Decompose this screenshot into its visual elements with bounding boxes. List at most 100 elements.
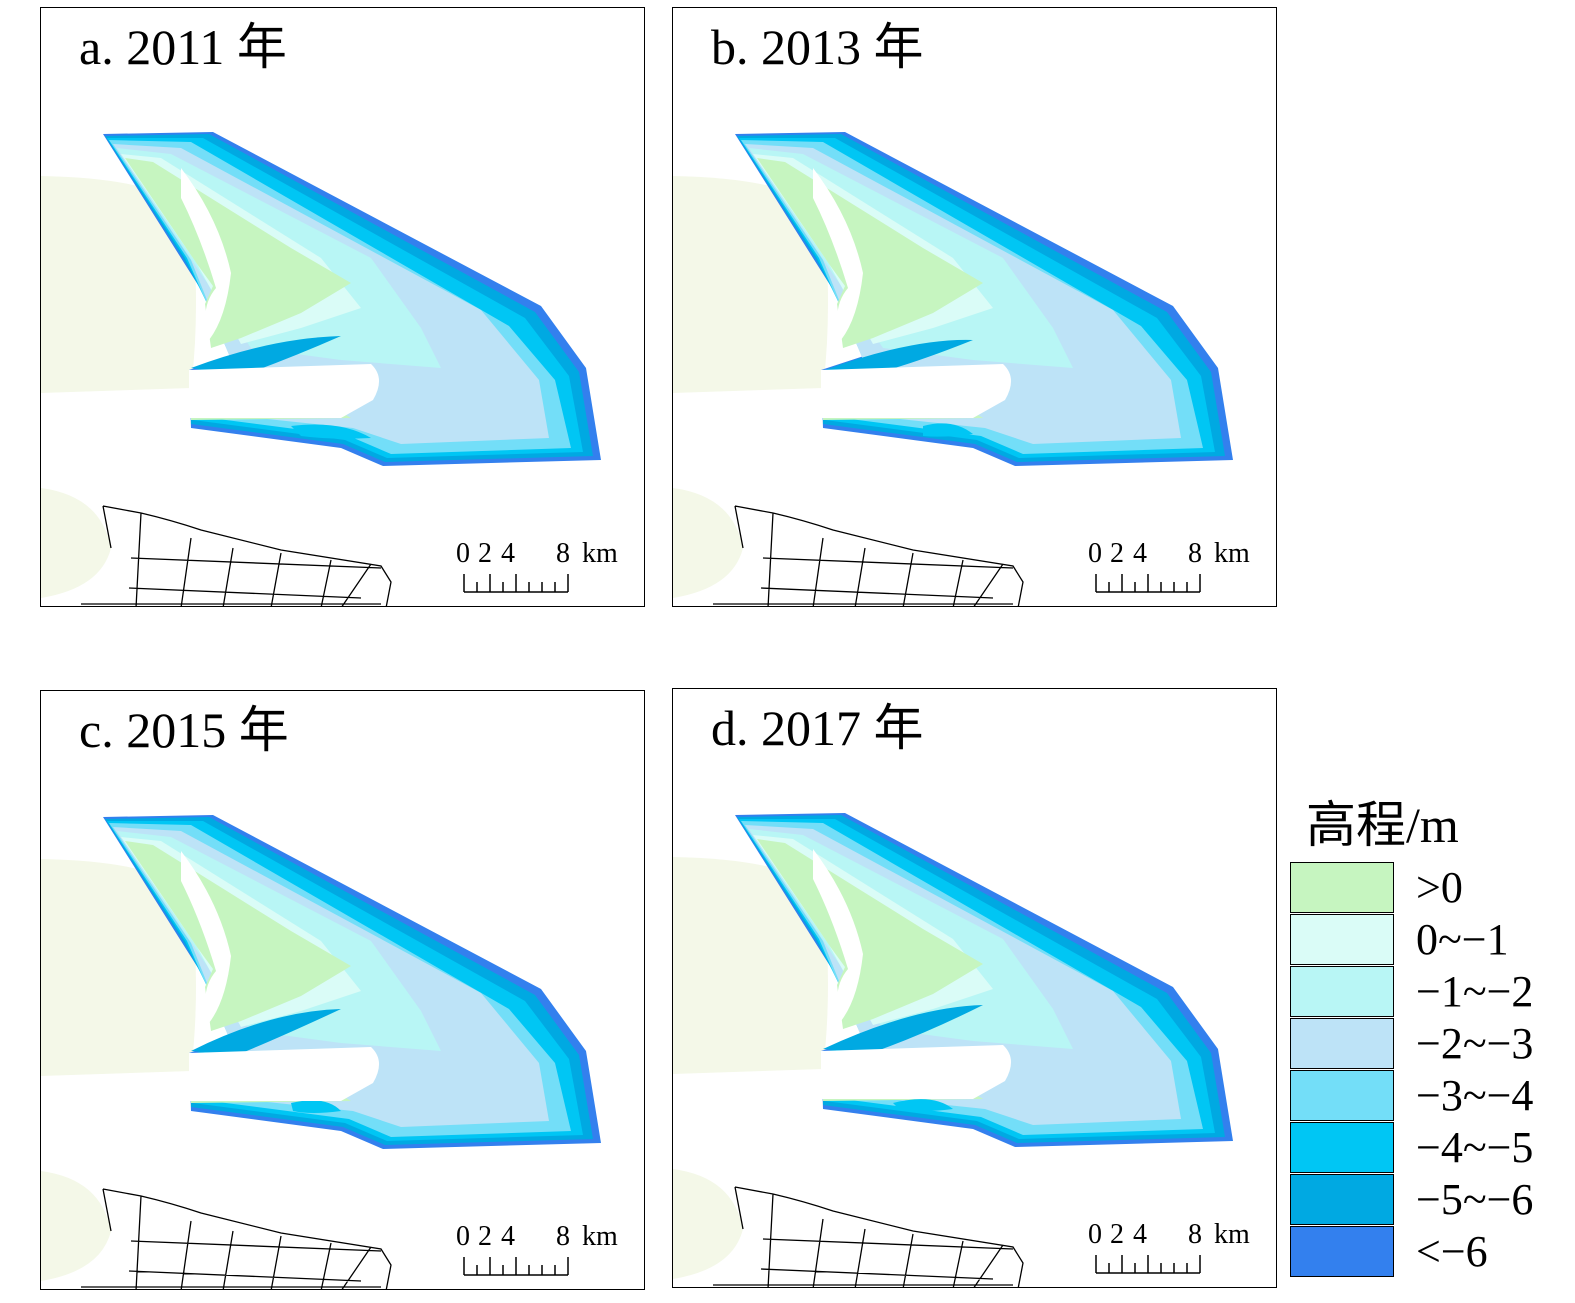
deep-trough — [923, 423, 973, 437]
legend-label: −2~−3 — [1416, 1019, 1534, 1068]
bathymetry-map — [41, 691, 601, 1289]
map-panel-a: a. 2011 年 0 2 4 8 km — [40, 7, 645, 607]
map-panel-c: c. 2015 年 0 2 4 8 km — [40, 690, 645, 1290]
deep-trough — [825, 339, 973, 374]
legend-label: −4~−5 — [1416, 1123, 1534, 1172]
land-area — [41, 176, 196, 393]
sea-area — [41, 691, 47, 831]
navigation-channel — [189, 364, 380, 418]
scale-label: 2 — [1110, 538, 1124, 569]
scale-unit: km — [1214, 538, 1250, 569]
land-area — [41, 1171, 111, 1281]
legend-item: 0~−1 — [1290, 914, 1575, 966]
land-area — [41, 859, 196, 1076]
scale-ruler — [1095, 574, 1201, 593]
bathymetry-map — [673, 689, 1233, 1287]
scale-label: 2 — [478, 1221, 492, 1252]
land-area — [673, 857, 828, 1074]
scale-label: 2 — [1110, 1219, 1124, 1250]
legend-label: −5~−6 — [1416, 1175, 1534, 1224]
map-panel-b: b. 2013 年 0 2 4 8 km — [672, 7, 1277, 607]
legend-item: <−6 — [1290, 1226, 1575, 1278]
scale-label: 4 — [1133, 538, 1147, 569]
scale-label: 0 — [456, 538, 470, 569]
island-gap — [813, 168, 863, 340]
deep-trough — [191, 336, 341, 376]
legend-swatch — [1290, 862, 1394, 913]
legend-swatch — [1290, 914, 1394, 965]
field-grid — [81, 1188, 392, 1289]
bathymetry-map — [673, 8, 1233, 606]
deep-trough — [823, 1005, 983, 1053]
land-area — [41, 488, 111, 598]
scale-ruler — [463, 574, 569, 593]
scale-label: 2 — [478, 538, 492, 569]
scale-bar: 0 2 4 8 km — [456, 540, 636, 600]
panel-title: a. 2011 年 — [79, 19, 287, 75]
legend-label: 0~−1 — [1416, 915, 1509, 964]
deep-trough — [291, 1100, 341, 1113]
legend-item: −4~−5 — [1290, 1122, 1575, 1174]
bathymetry-map — [41, 8, 601, 606]
legend-swatch — [1290, 1122, 1394, 1173]
sea-area — [41, 8, 47, 148]
shoal-above-zero — [757, 839, 983, 1029]
scale-ruler — [463, 1257, 569, 1276]
scale-unit: km — [582, 1221, 618, 1252]
scale-label: 4 — [1133, 1219, 1147, 1250]
scale-label: 8 — [556, 1221, 570, 1252]
legend-title: 高程/m — [1306, 797, 1459, 853]
navigation-channel — [821, 1045, 1012, 1099]
field-grid — [713, 505, 1024, 606]
sea-area — [673, 8, 679, 148]
legend-item: >0 — [1290, 862, 1575, 914]
legend-item: −5~−6 — [1290, 1174, 1575, 1226]
island-gap — [813, 849, 863, 1021]
legend-swatch — [1290, 1226, 1394, 1277]
panel-title: c. 2015 年 — [79, 702, 289, 758]
sea-area — [673, 689, 679, 829]
island-gap — [181, 851, 231, 1023]
legend-swatch — [1290, 966, 1394, 1017]
legend-label: −1~−2 — [1416, 967, 1534, 1016]
land-area — [673, 176, 828, 393]
panel-title: d. 2017 年 — [711, 700, 924, 756]
legend-swatch — [1290, 1174, 1394, 1225]
legend-label: <−6 — [1416, 1227, 1488, 1276]
scale-label: 0 — [1088, 1219, 1102, 1250]
scale-unit: km — [582, 538, 618, 569]
shoal-above-zero — [125, 158, 351, 348]
deep-trough — [893, 1099, 953, 1111]
land-area — [673, 488, 743, 598]
shoal-above-zero — [125, 841, 351, 1031]
legend-swatch — [1290, 1018, 1394, 1069]
deep-trough — [191, 1009, 341, 1055]
scale-label: 0 — [1088, 538, 1102, 569]
panel-title: b. 2013 年 — [711, 19, 924, 75]
scale-label: 4 — [501, 1221, 515, 1252]
scale-label: 0 — [456, 1221, 470, 1252]
legend-item: −1~−2 — [1290, 966, 1575, 1018]
scale-unit: km — [1214, 1219, 1250, 1250]
scale-ruler — [1095, 1255, 1201, 1274]
scale-label: 8 — [1188, 538, 1202, 569]
scale-label: 8 — [556, 538, 570, 569]
navigation-channel — [189, 1047, 380, 1101]
legend-swatch — [1290, 1070, 1394, 1121]
scale-bar: 0 2 4 8 km — [456, 1223, 636, 1283]
field-grid — [81, 505, 392, 606]
legend-item: −3~−4 — [1290, 1070, 1575, 1122]
scale-label: 8 — [1188, 1219, 1202, 1250]
scale-label: 4 — [501, 538, 515, 569]
navigation-channel — [821, 364, 1012, 418]
deep-trough — [291, 424, 371, 439]
land-area — [673, 1169, 743, 1279]
island-gap — [181, 168, 231, 340]
scale-bar: 0 2 4 8 km — [1088, 540, 1268, 600]
map-panel-d: d. 2017 年 0 2 4 8 km — [672, 688, 1277, 1288]
legend-label: −3~−4 — [1416, 1071, 1534, 1120]
scale-bar: 0 2 4 8 km — [1088, 1221, 1268, 1281]
shoal-above-zero — [757, 158, 983, 348]
field-grid — [713, 1186, 1024, 1287]
legend-label: >0 — [1416, 863, 1463, 912]
